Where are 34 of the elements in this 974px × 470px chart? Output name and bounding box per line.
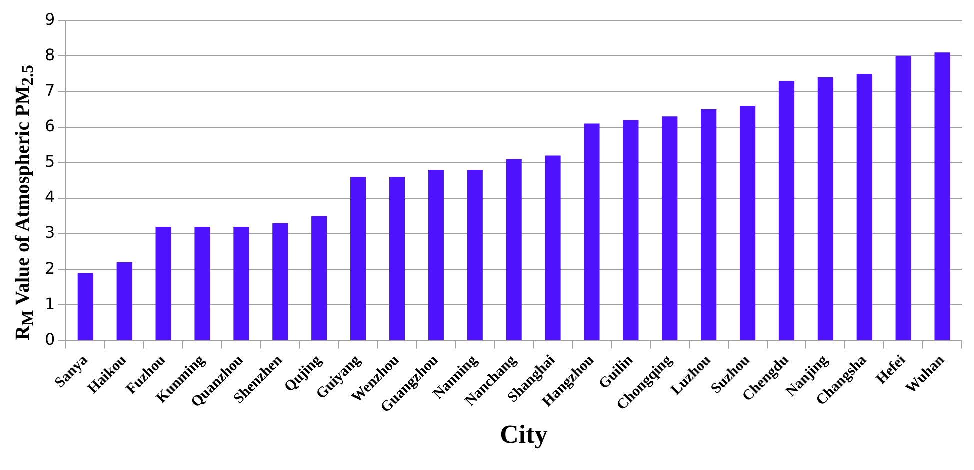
bar	[272, 223, 288, 340]
bar	[896, 56, 912, 340]
y-tick-label: 3	[44, 223, 56, 242]
bar	[389, 177, 406, 340]
bar	[78, 273, 94, 340]
bar	[818, 78, 834, 340]
y-tick-label: 5	[44, 152, 56, 172]
y-tick-label: 6	[44, 116, 56, 136]
y-tick-label: 7	[44, 80, 56, 100]
y-tick-label: 4	[44, 188, 56, 207]
y-tick-label: 0	[44, 330, 56, 349]
bar	[856, 74, 872, 340]
bar	[701, 110, 717, 340]
bar	[623, 120, 639, 340]
bar	[467, 170, 483, 340]
y-tick-label: 8	[44, 45, 56, 64]
bar	[194, 226, 210, 340]
bar	[156, 226, 172, 340]
x-axis-title: City	[499, 420, 549, 450]
bar	[350, 177, 366, 340]
bar	[740, 106, 756, 340]
y-tick-label: 9	[44, 10, 56, 29]
bar	[662, 116, 678, 340]
bar	[584, 124, 600, 340]
bar	[116, 262, 132, 340]
y-tick-label: 1	[44, 294, 56, 314]
bar	[428, 170, 444, 340]
bar	[234, 226, 250, 340]
bar	[778, 81, 795, 340]
bar	[934, 52, 950, 340]
bar	[506, 159, 522, 340]
y-tick-label: 2	[44, 258, 56, 278]
bar	[545, 156, 561, 340]
bar	[312, 216, 328, 340]
